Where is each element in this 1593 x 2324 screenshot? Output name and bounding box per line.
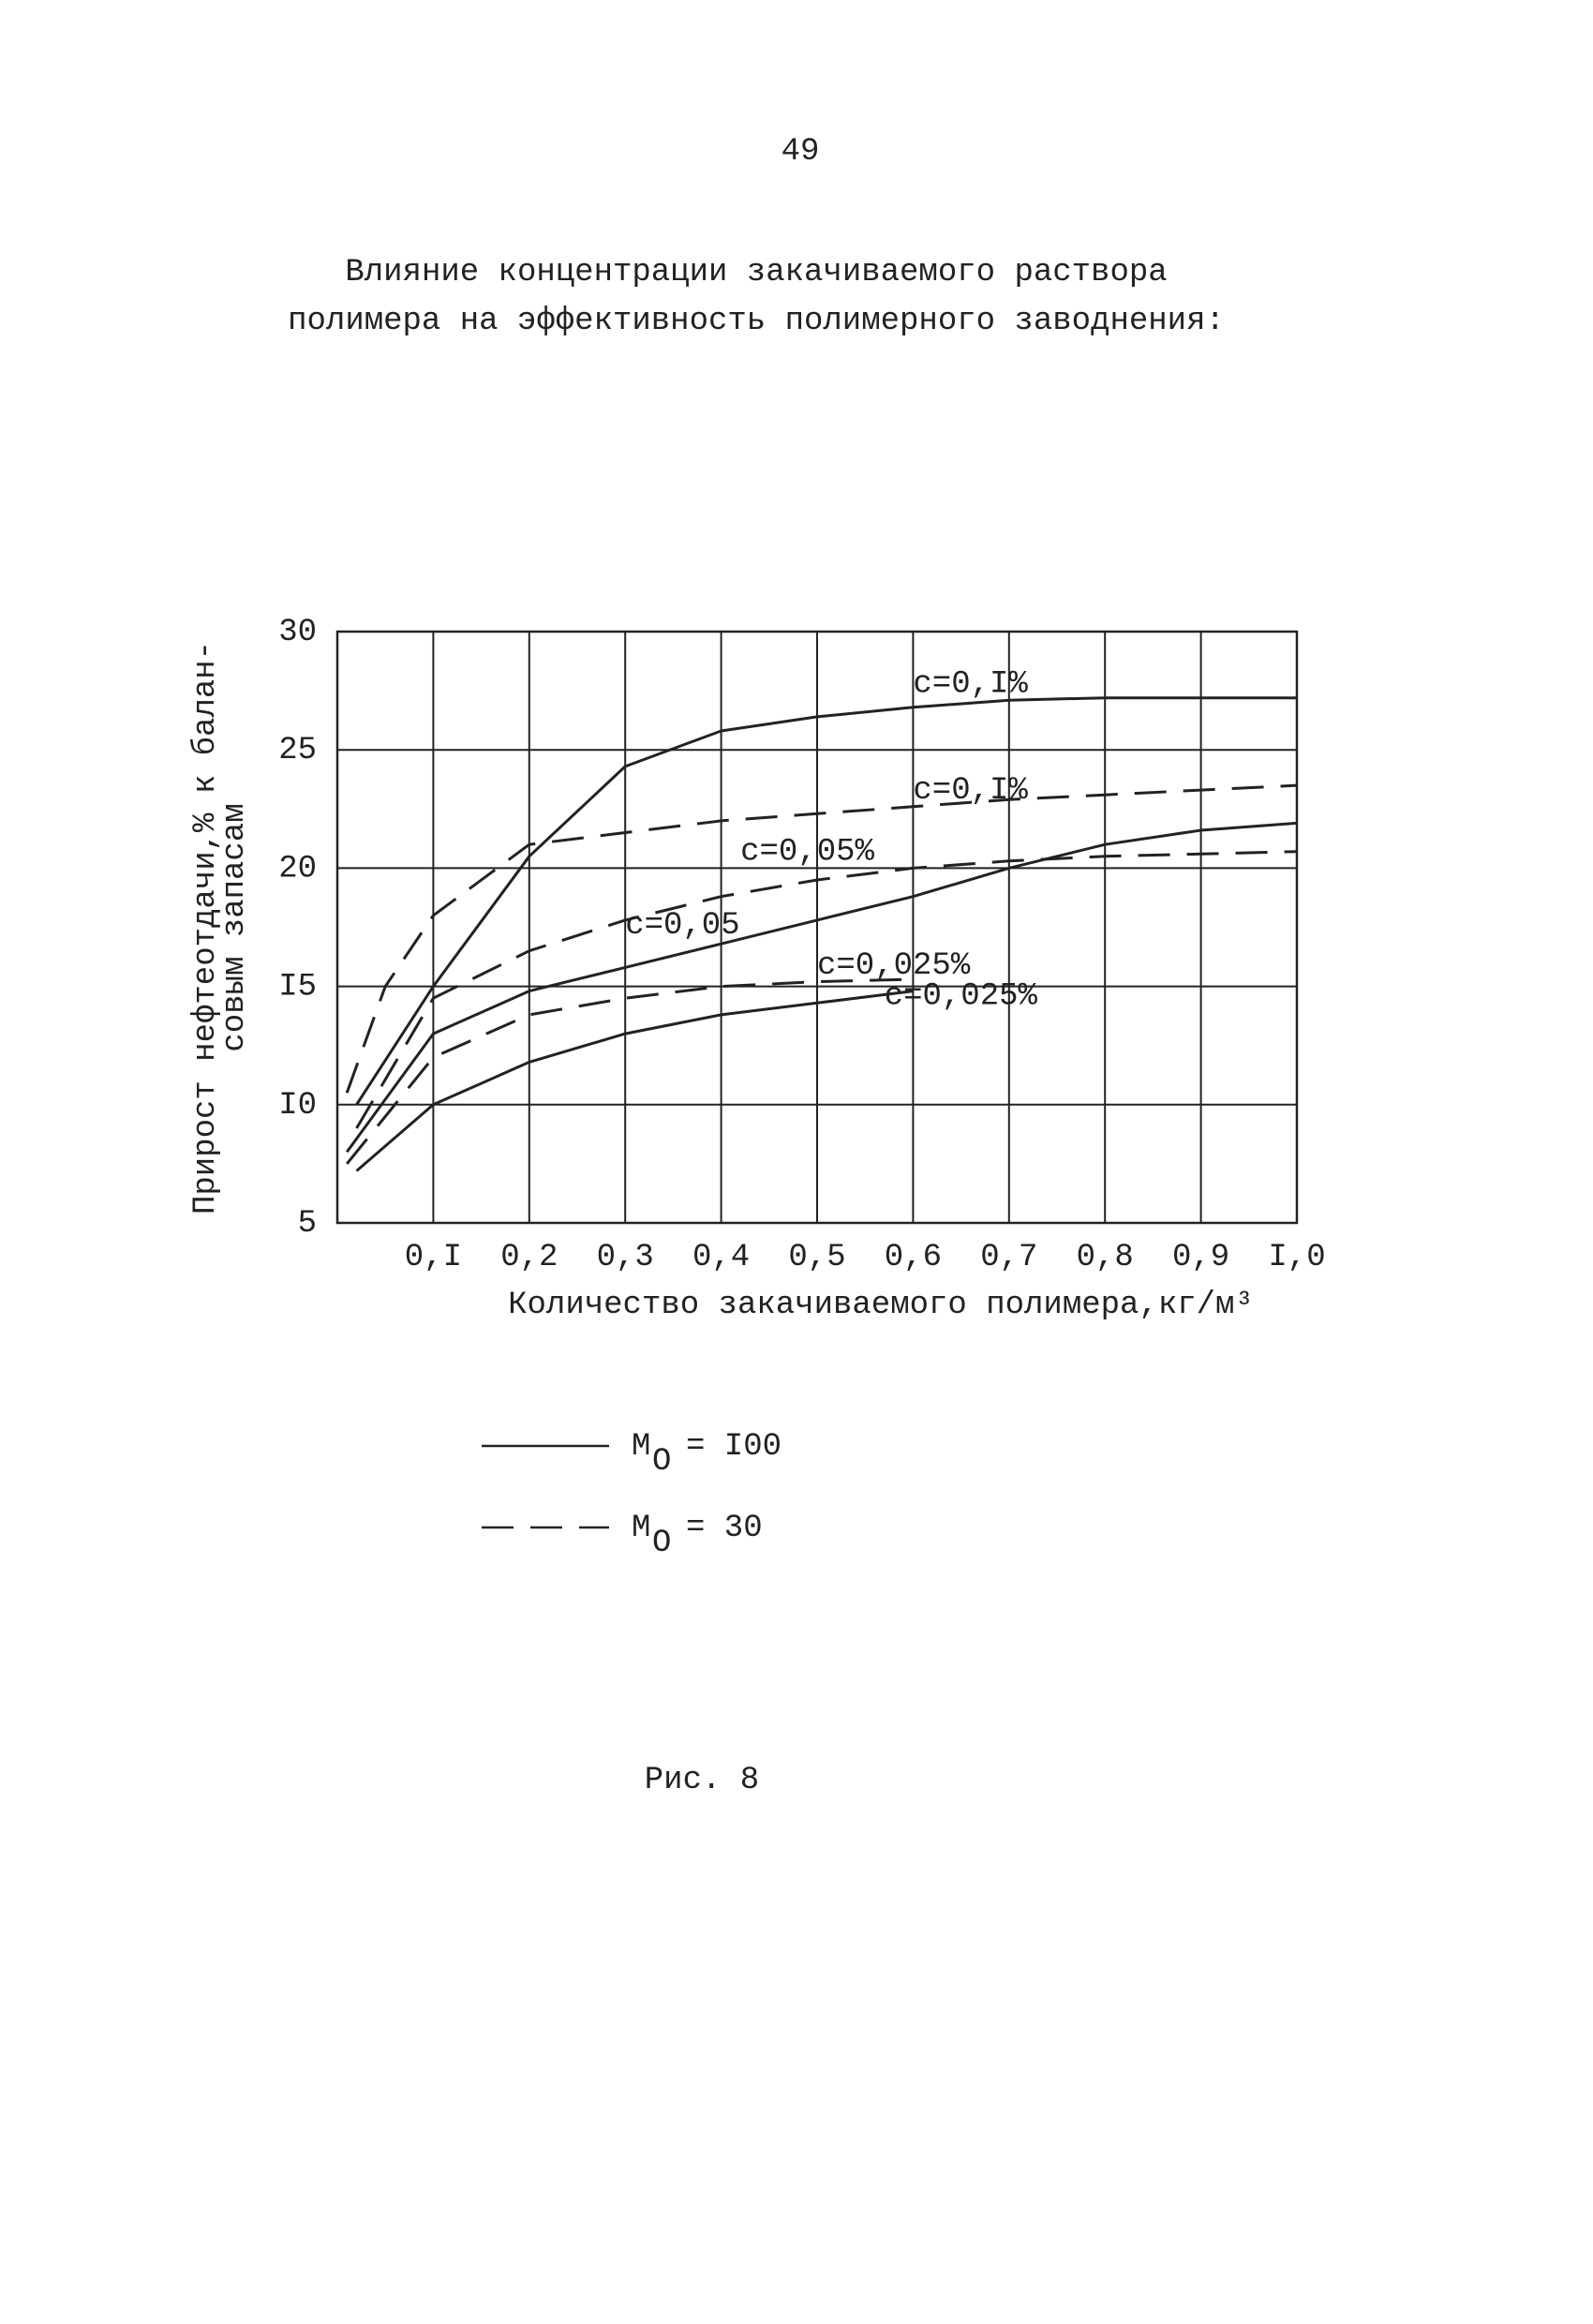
x-tick-label: 0,5 bbox=[788, 1240, 845, 1275]
x-tick-label: I,0 bbox=[1268, 1240, 1325, 1275]
x-tick-label: 0,I bbox=[405, 1240, 462, 1275]
data-line bbox=[355, 696, 1297, 1106]
legend-symbol: M bbox=[632, 1429, 650, 1465]
legend-subscript: O bbox=[652, 1526, 671, 1561]
curve-label: c=0,05 bbox=[625, 908, 739, 944]
curve-label: c=0,I% bbox=[913, 773, 1028, 809]
chart-title: полимера на эффективность полимерного за… bbox=[288, 304, 1225, 339]
page-number: 49 bbox=[782, 134, 820, 170]
x-axis-label: Количество закачиваемого полимера,кг/м³ bbox=[508, 1288, 1254, 1323]
curve-label: c=0,025% bbox=[885, 979, 1038, 1015]
curve-label: c=0,I% bbox=[913, 667, 1028, 703]
legend-subscript: O bbox=[652, 1444, 671, 1480]
data-line bbox=[346, 977, 914, 1165]
curve-label: c=0,05% bbox=[740, 835, 874, 871]
x-tick-label: 0,3 bbox=[597, 1240, 654, 1275]
x-tick-label: 0,6 bbox=[885, 1240, 942, 1275]
data-line bbox=[355, 850, 1298, 1129]
data-line bbox=[345, 821, 1298, 1154]
y-tick-label: 30 bbox=[278, 615, 317, 650]
data-line bbox=[355, 990, 914, 1172]
y-tick-label: 25 bbox=[278, 733, 317, 768]
chart-title: Влияние концентрации закачиваемого раств… bbox=[345, 255, 1167, 290]
x-tick-label: 0,7 bbox=[980, 1240, 1037, 1275]
caption: Рис. 8 bbox=[645, 1763, 759, 1798]
x-tick-label: 0,9 bbox=[1172, 1240, 1229, 1275]
y-axis-label: Прирост нефтеотдачи,% к балан- bbox=[188, 641, 224, 1214]
y-tick-label: I5 bbox=[278, 970, 317, 1006]
y-axis-label: совым запасам bbox=[217, 803, 253, 1051]
y-tick-label: I0 bbox=[278, 1088, 317, 1124]
x-tick-label: 0,2 bbox=[500, 1240, 558, 1275]
legend-symbol: M bbox=[632, 1511, 650, 1546]
y-tick-label: 20 bbox=[278, 851, 317, 886]
x-tick-label: 0,8 bbox=[1077, 1240, 1134, 1275]
legend-text: = 30 bbox=[686, 1511, 763, 1546]
y-tick-label: 5 bbox=[298, 1206, 317, 1242]
curve-label: c=0,025% bbox=[817, 948, 971, 984]
x-tick-label: 0,4 bbox=[692, 1240, 750, 1275]
legend-text: = I00 bbox=[686, 1429, 782, 1465]
data-line bbox=[345, 783, 1298, 1094]
